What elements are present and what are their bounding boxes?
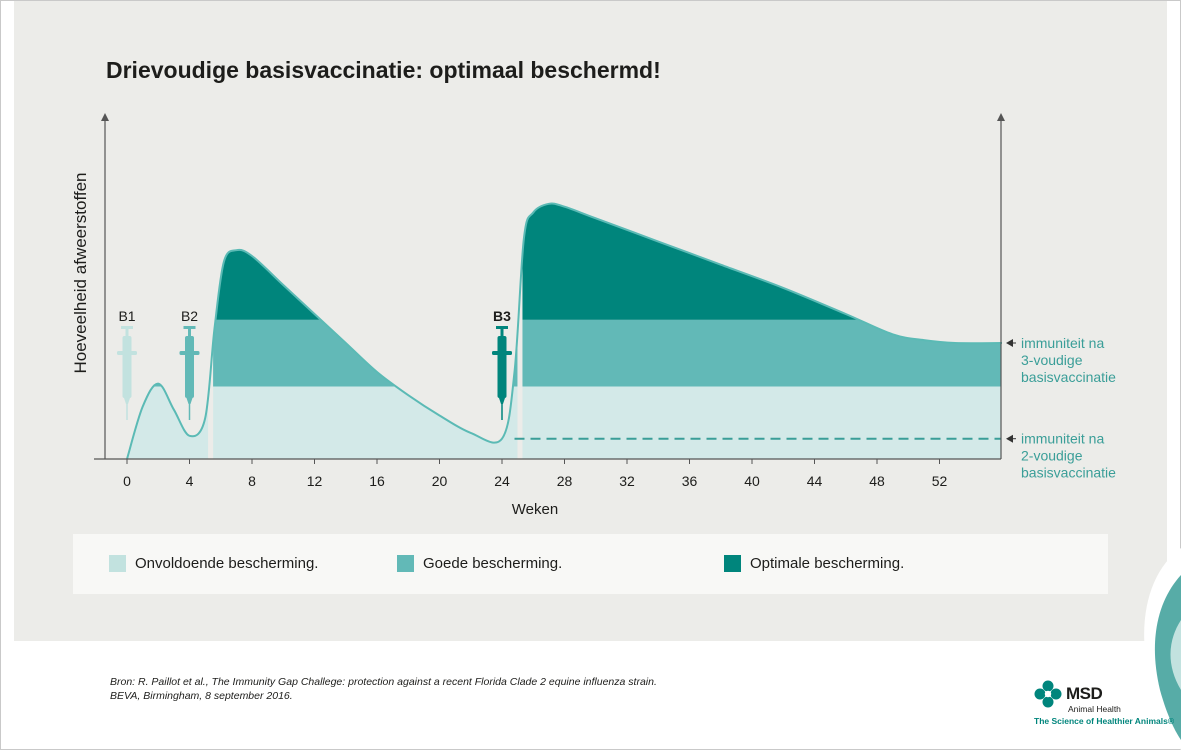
syringe-tip (499, 398, 505, 404)
legend-label-good: Goede bescherming. (423, 555, 563, 572)
legend-swatch-good (397, 555, 414, 572)
syringe-grip (117, 351, 137, 355)
x-tick-label: 16 (369, 473, 385, 489)
antibody-curve (126, 202, 1003, 460)
band-good (127, 319, 1001, 387)
syringe-grip (492, 351, 512, 355)
annotation-text: 3-voudige (1021, 352, 1083, 368)
annotation-text: basisvaccinatie (1021, 465, 1116, 481)
x-tick-label: 36 (682, 473, 698, 489)
annotation-arrow-icon (1006, 434, 1013, 443)
x-tick-label: 0 (123, 473, 131, 489)
y-axis-arrow-icon (101, 113, 109, 121)
x-tick-label: 4 (186, 473, 194, 489)
y-axis-label: Hoeveelheid afweerstoffen (71, 173, 90, 374)
syringe-tip (186, 398, 193, 404)
annotation-text: immuniteit na (1021, 431, 1104, 447)
syringe-tip (124, 398, 130, 404)
vaccination-label: B1 (118, 308, 135, 324)
syringe-plunger (188, 326, 191, 336)
source-citation: Bron: R. Paillot et al., The Immunity Ga… (110, 675, 657, 703)
brand-logo: MSD Animal Health The Science of Healthi… (1034, 680, 1174, 726)
syringe-plunger-head (121, 326, 133, 329)
syringe-barrel (497, 336, 507, 398)
x-tick-label: 44 (807, 473, 823, 489)
syringe-barrel (122, 336, 132, 398)
brand-tagline: The Science of Healthier Animals® (1034, 716, 1175, 726)
x-tick-label: 24 (494, 473, 510, 489)
annotation-text: immuniteit na (1021, 335, 1104, 351)
brand-subtitle: Animal Health (1068, 704, 1121, 714)
x-tick-label: 48 (869, 473, 885, 489)
syringe-grip (179, 351, 200, 355)
syringe-barrel (185, 336, 194, 398)
legend-item-good: Goede bescherming. (397, 555, 562, 572)
source-line-2: BEVA, Birmingham, 8 september 2016. (110, 690, 293, 702)
syringe-plunger (500, 326, 504, 336)
right-axis-arrow-icon (997, 113, 1005, 121)
legend-swatch-optimal (724, 555, 741, 572)
x-tick-label: 28 (557, 473, 573, 489)
syringe-b3: B3 (492, 308, 512, 420)
syringe-b1: B1 (117, 308, 137, 420)
syringe-plunger-head (183, 326, 196, 329)
legend-swatch-insufficient (109, 555, 126, 572)
x-axis-label: Weken (512, 501, 558, 518)
x-tick-label: 8 (248, 473, 256, 489)
legend-label-optimal: Optimale bescherming. (750, 555, 905, 572)
syringe-b2: B2 (179, 308, 200, 420)
vaccination-label: B2 (181, 308, 198, 324)
band-optimal (127, 203, 1001, 320)
chart-title: Drievoudige basisvaccinatie: optimaal be… (106, 57, 661, 83)
legend: Onvoldoende bescherming. Goede beschermi… (73, 534, 1108, 594)
x-tick-label: 12 (307, 473, 323, 489)
legend-item-optimal: Optimale bescherming. (724, 555, 904, 572)
legend-item-insufficient: Onvoldoende bescherming. (109, 555, 318, 572)
source-line-1: Bron: R. Paillot et al., The Immunity Ga… (110, 676, 657, 688)
annotation-text: basisvaccinatie (1021, 369, 1116, 385)
x-tick-label: 32 (619, 473, 635, 489)
x-tick-label: 52 (932, 473, 948, 489)
brand-name: MSD (1066, 684, 1103, 703)
syringe-plunger (125, 326, 129, 336)
syringe-plunger-head (496, 326, 508, 329)
band-insufficient (127, 386, 1001, 459)
legend-label-insufficient: Onvoldoende bescherming. (135, 555, 319, 572)
msd-logo-icon (1034, 680, 1062, 708)
annotation-text: 2-voudige (1021, 448, 1083, 464)
annotation-arrow-icon (1006, 339, 1013, 347)
x-tick-label: 20 (432, 473, 448, 489)
vaccination-label: B3 (493, 308, 511, 324)
x-tick-label: 40 (744, 473, 760, 489)
